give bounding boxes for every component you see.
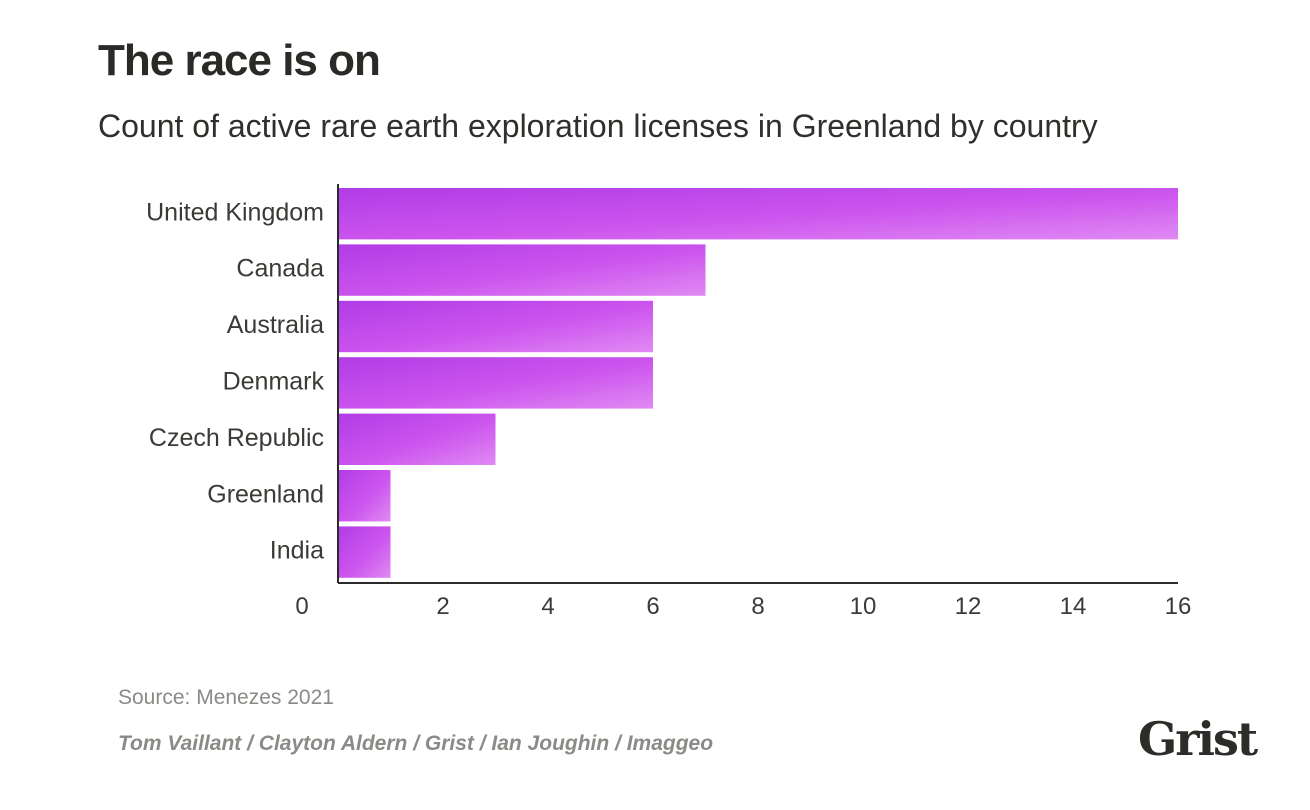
source-note: Source: Menezes 2021 [118, 686, 334, 709]
x-tick-label: 2 [436, 593, 449, 620]
bar-united-kingdom [339, 188, 1178, 240]
bar-india [339, 526, 391, 578]
category-label: United Kingdom [146, 198, 324, 226]
x-tick-label: 10 [850, 593, 877, 620]
bar-czech-republic [339, 413, 496, 465]
category-label: Czech Republic [149, 424, 324, 452]
chart-subtitle: Count of active rare earth exploration l… [98, 108, 1098, 144]
x-tick-label: 14 [1060, 593, 1087, 620]
x-tick-label: 4 [541, 593, 554, 620]
x-axis-ticks-group: 0 2 4 6 8 10 12 14 16 [295, 593, 1191, 620]
category-labels-group: United Kingdom Canada Australia Denmark Czec… [146, 198, 324, 564]
x-tick-label: 16 [1165, 593, 1192, 620]
x-tick-label: 6 [646, 593, 659, 620]
x-tick-label: 0 [295, 593, 308, 620]
bar-denmark [339, 357, 653, 409]
credits-note: Tom Vaillant / Clayton Aldern / Grist / … [118, 732, 714, 755]
x-tick-label: 12 [955, 593, 982, 620]
chart-title: The race is on [98, 36, 381, 85]
bar-australia [339, 300, 653, 353]
x-tick-label: 8 [751, 593, 764, 620]
grist-logo: Grist [1138, 712, 1258, 766]
category-label: Greenland [207, 480, 324, 508]
category-label: Australia [227, 311, 324, 339]
bars-group [339, 188, 1178, 578]
category-label: India [270, 537, 324, 565]
bar-canada [339, 244, 706, 296]
bar-greenland [339, 470, 391, 522]
category-label: Denmark [223, 368, 325, 396]
category-label: Canada [236, 255, 324, 283]
bar-chart: United Kingdom Canada Australia Denmark Czec… [146, 184, 1191, 620]
